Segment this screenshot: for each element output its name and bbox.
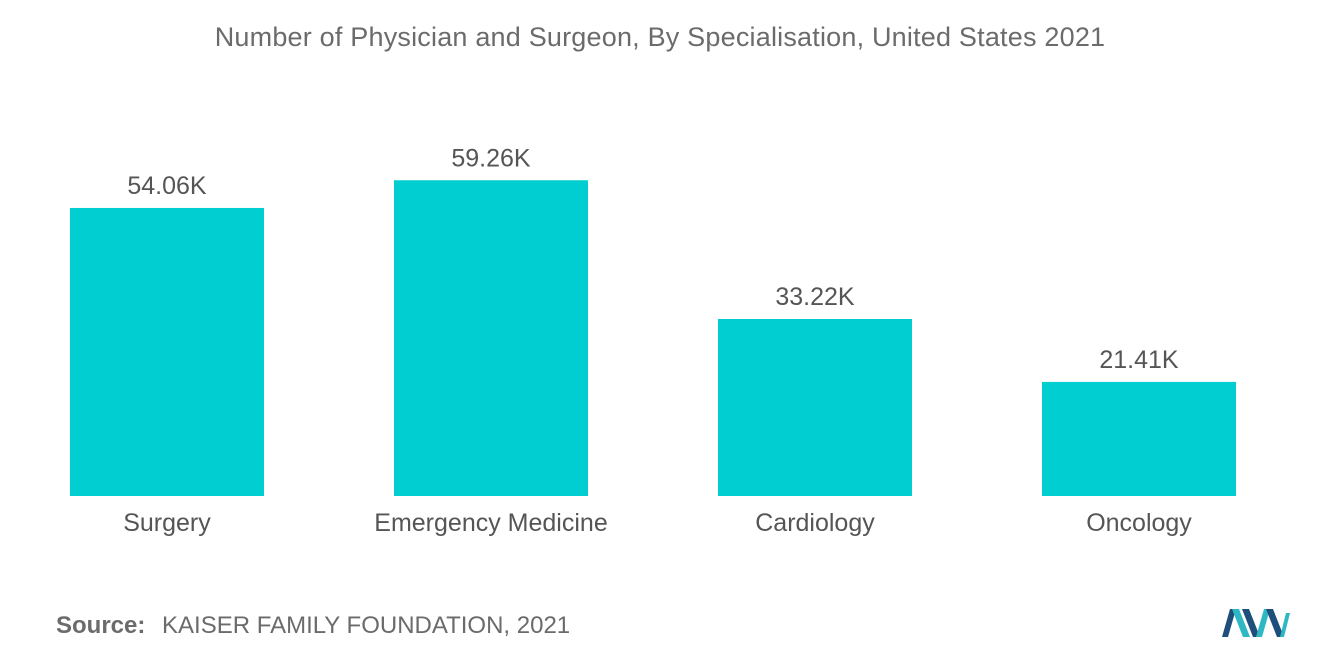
value-label: 33.22K <box>775 283 855 311</box>
source-note: Source: KAISER FAMILY FOUNDATION, 2021 <box>56 612 570 640</box>
bar-emergency-medicine <box>394 180 588 496</box>
value-labels-group: 54.06K 59.26K 33.22K 21.41K <box>127 144 1179 374</box>
bar-chart: 54.06K 59.26K 33.22K 21.41K Surgery Emergenc… <box>70 144 1236 537</box>
mordor-intelligence-logo-icon <box>1222 609 1290 637</box>
category-label: Surgery <box>123 509 211 537</box>
bars-group <box>70 180 1236 497</box>
chart-title: Number of Physician and Surgeon, By Spec… <box>214 22 1106 52</box>
category-label: Emergency Medicine <box>374 509 607 537</box>
value-label: 21.41K <box>1099 346 1179 374</box>
value-label: 59.26K <box>451 144 531 172</box>
source-label: Source: <box>56 612 146 639</box>
category-labels-group: Surgery Emergency Medicine Cardiology Oncol… <box>123 509 1192 537</box>
category-label: Oncology <box>1086 509 1192 537</box>
bar-oncology <box>1042 381 1236 496</box>
value-label: 54.06K <box>127 172 207 200</box>
source-text: KAISER FAMILY FOUNDATION, 2021 <box>162 612 571 639</box>
bar-surgery <box>70 207 264 497</box>
bar-cardiology <box>718 318 912 496</box>
category-label: Cardiology <box>755 509 875 537</box>
